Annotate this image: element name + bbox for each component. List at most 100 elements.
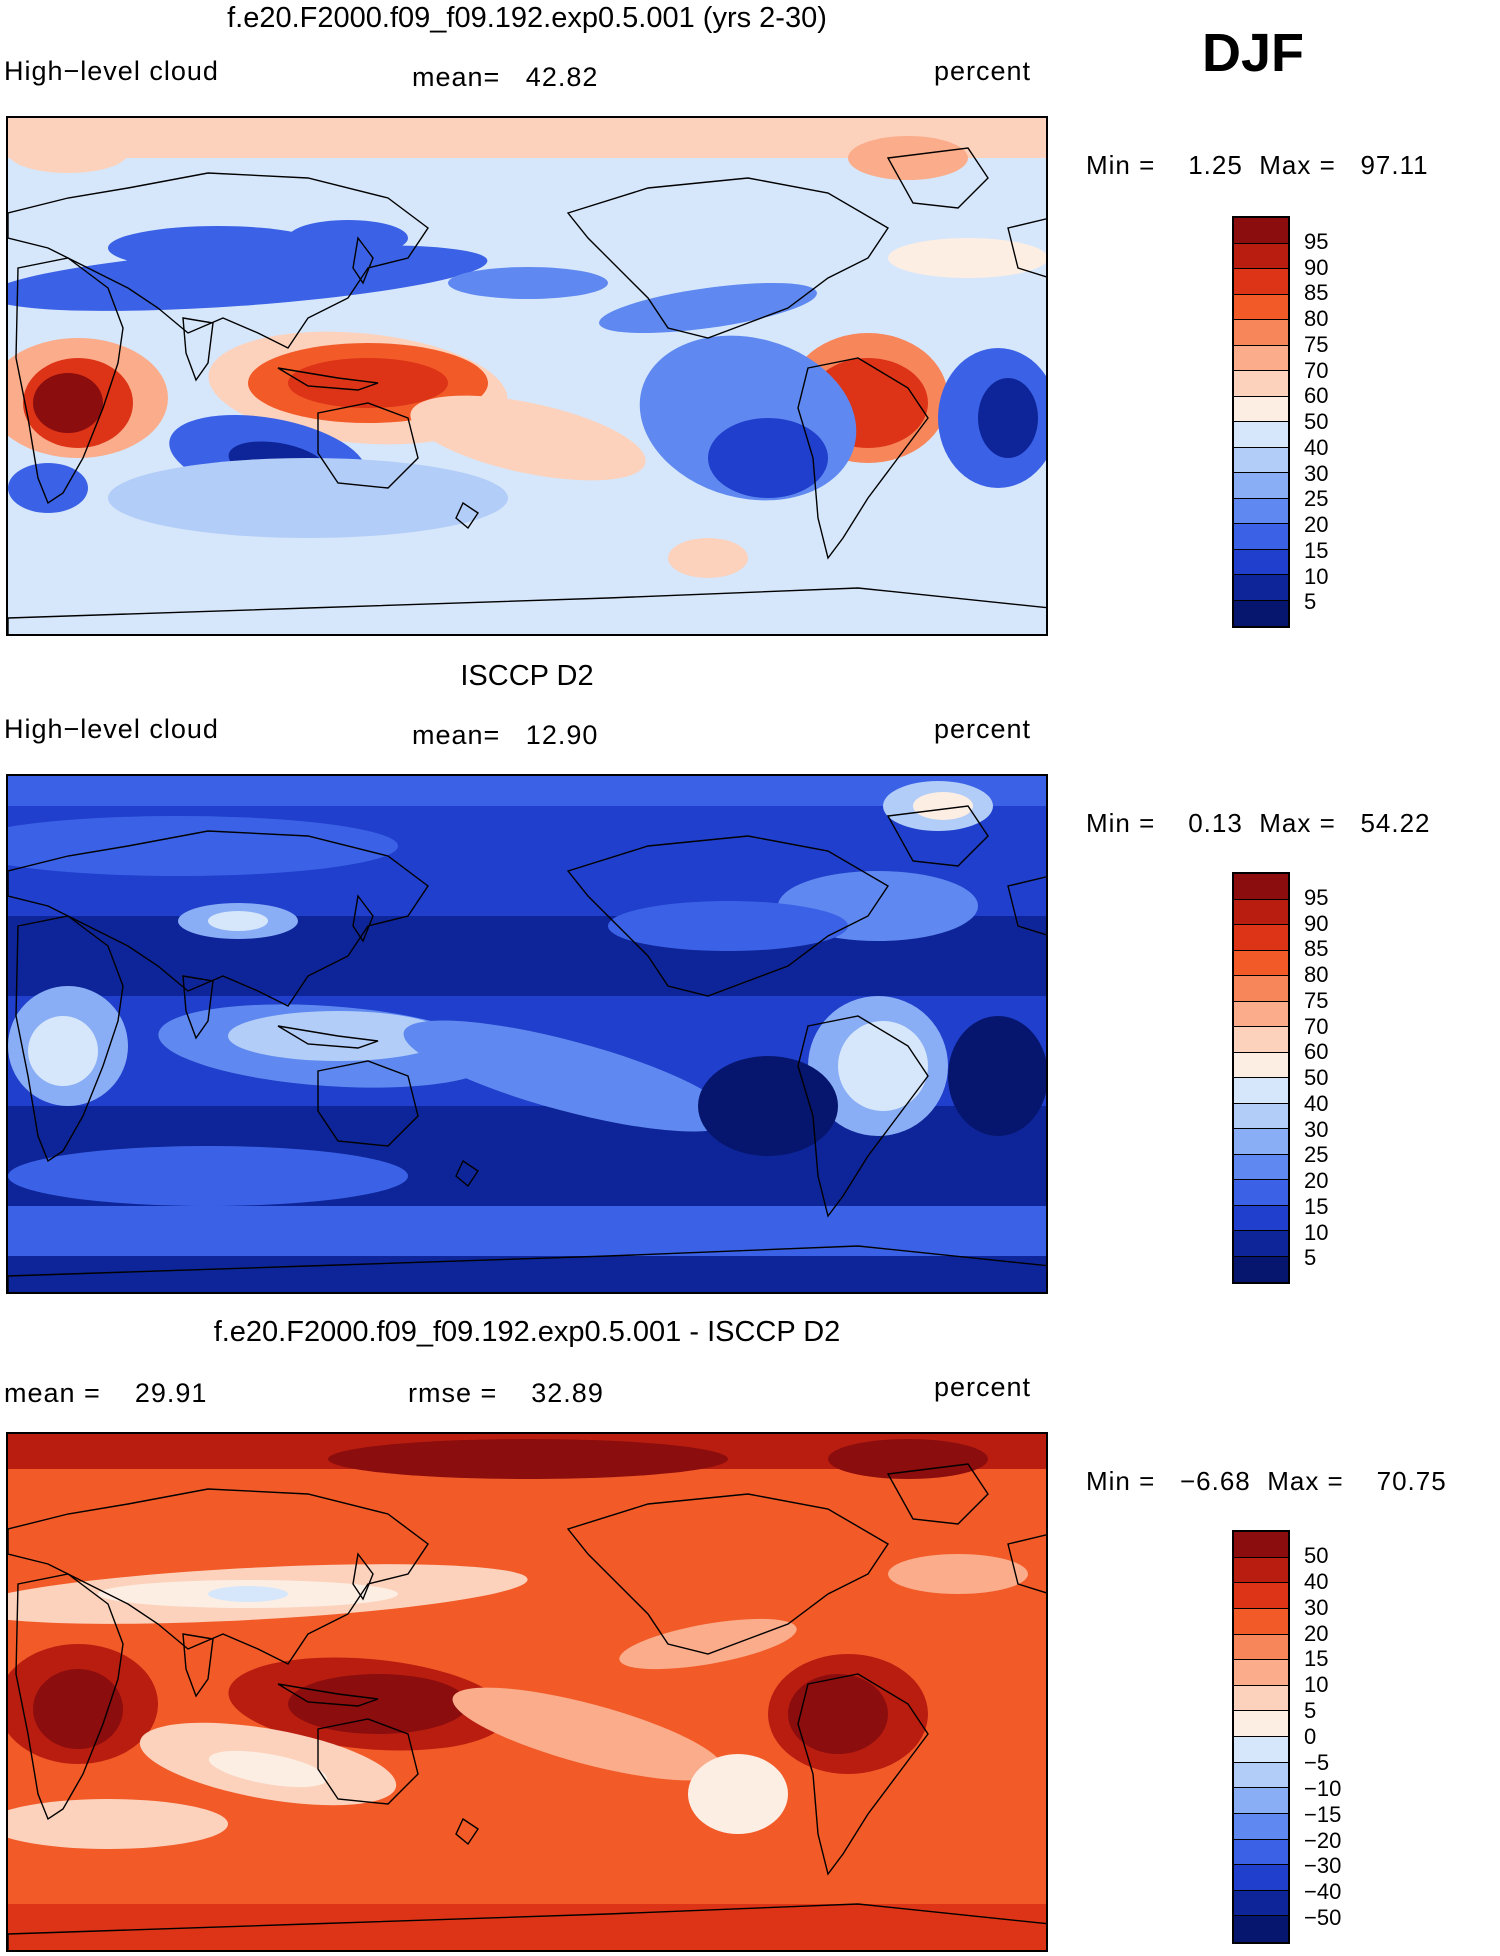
colorbar-segment xyxy=(1234,899,1288,925)
colorbar-tick-label: −40 xyxy=(1304,1879,1342,1905)
colorbar-segment xyxy=(1234,1865,1288,1891)
panel-1-mean-label: mean= 42.82 xyxy=(412,62,599,92)
colorbar-segment xyxy=(1234,396,1288,422)
colorbar-segment xyxy=(1234,1608,1288,1635)
colorbar-tick-label: 0 xyxy=(1304,1724,1317,1749)
colorbar-tick-label: 25 xyxy=(1304,1142,1329,1168)
colorbar-segment xyxy=(1234,1154,1288,1180)
colorbar-segment xyxy=(1234,1660,1288,1686)
colorbar-segment xyxy=(1234,1052,1288,1078)
panel-3-coastlines xyxy=(8,1463,1046,1950)
colorbar-segment xyxy=(1234,1205,1288,1231)
colorbar-tick-label: 80 xyxy=(1304,962,1329,987)
colorbar-tick-label: 15 xyxy=(1304,1646,1329,1672)
colorbar-segment xyxy=(1234,371,1288,397)
colorbar-tick-label: 10 xyxy=(1304,563,1329,589)
colorbar-segment xyxy=(1234,218,1288,244)
colorbar-segment xyxy=(1234,1583,1288,1609)
panel-2-title: ISCCP D2 xyxy=(460,660,594,692)
colorbar-tick-label: 90 xyxy=(1304,910,1329,936)
panel-3-field xyxy=(8,1434,1046,1950)
panel-1-title: f.e20.F2000.f09_f09.192.exp0.5.001 (yrs … xyxy=(227,2,827,34)
season-label: DJF xyxy=(1202,23,1305,83)
colorbar-tick-label: 60 xyxy=(1304,383,1329,409)
panel-2-map xyxy=(6,774,1048,1294)
colorbar-segment xyxy=(1234,874,1288,900)
colorbar-segment xyxy=(1234,1711,1288,1737)
panel-3-mean-label: mean = 29.91 xyxy=(4,1378,208,1408)
colorbar-tick-label: 15 xyxy=(1304,537,1329,563)
colorbar-segment xyxy=(1234,498,1288,524)
colorbar-segment xyxy=(1234,1788,1288,1814)
colorbar-segment xyxy=(1234,1001,1288,1027)
colorbar-tick-label: 95 xyxy=(1304,228,1329,254)
colorbar-segment xyxy=(1234,473,1288,499)
panel-2-mean-label: mean= 12.90 xyxy=(412,720,599,750)
colorbar-tick-label: 40 xyxy=(1304,1568,1329,1594)
colorbar-segment xyxy=(1234,447,1288,473)
panel-2-variable-label: High−level cloud xyxy=(4,714,219,744)
panel-1-minmax: Min = 1.25 Max = 97.11 xyxy=(1086,150,1429,180)
colorbar-segment xyxy=(1234,1231,1288,1257)
panel-2-units-label: percent xyxy=(934,714,1032,744)
colorbar-tick-label: 50 xyxy=(1304,1542,1329,1568)
colorbar-tick-label: 90 xyxy=(1304,254,1329,280)
colorbar-segment xyxy=(1234,1890,1288,1917)
colorbar-segment xyxy=(1234,600,1288,626)
colorbar-segment xyxy=(1234,1916,1288,1942)
panel-2-field xyxy=(8,776,1046,1292)
panel-3-map xyxy=(6,1432,1048,1952)
colorbar-tick-label: 30 xyxy=(1304,1116,1329,1142)
colorbar-segment xyxy=(1234,1634,1288,1661)
colorbar-tick-label: 40 xyxy=(1304,1090,1329,1116)
panel-2-coastlines xyxy=(8,805,1046,1292)
colorbar-segment xyxy=(1234,1180,1288,1206)
colorbar-segment xyxy=(1234,422,1288,448)
colorbar-tick-label: 85 xyxy=(1304,936,1329,962)
panel-1-units-label: percent xyxy=(934,56,1032,86)
colorbar-tick-label: 50 xyxy=(1304,409,1329,434)
colorbar-tick-label: 10 xyxy=(1304,1672,1329,1698)
colorbar-tick-label: 30 xyxy=(1304,460,1329,486)
colorbar-segment xyxy=(1234,549,1288,575)
colorbar-segment xyxy=(1234,243,1288,269)
colorbar-tick-label: 25 xyxy=(1304,486,1329,512)
panel-3-minmax: Min = −6.68 Max = 70.75 xyxy=(1086,1466,1447,1496)
panel-3-units-label: percent xyxy=(934,1372,1032,1402)
colorbar-tick-label: 75 xyxy=(1304,331,1329,357)
colorbar-tick-label: 40 xyxy=(1304,434,1329,460)
colorbar-tick-label: −5 xyxy=(1304,1749,1330,1775)
colorbar-tick-label: 70 xyxy=(1304,1013,1329,1039)
colorbar-segment xyxy=(1234,294,1288,320)
colorbar-tick-label: −10 xyxy=(1304,1775,1342,1801)
colorbar-tick-label: 20 xyxy=(1304,1168,1329,1193)
colorbar-tick-label: 50 xyxy=(1304,1065,1329,1090)
panel-3-rmse-label: rmse = 32.89 xyxy=(408,1378,604,1408)
colorbar-segment xyxy=(1234,269,1288,295)
colorbar-segment xyxy=(1234,976,1288,1002)
colorbar-tick-label: 5 xyxy=(1304,1245,1317,1271)
colorbar-segment xyxy=(1234,1839,1288,1866)
colorbar-tick-label: 20 xyxy=(1304,512,1329,537)
colorbar-tick-label: 80 xyxy=(1304,306,1329,331)
colorbar-segment xyxy=(1234,1103,1288,1129)
colorbar-segment xyxy=(1234,1813,1288,1840)
colorbar-segment xyxy=(1234,575,1288,601)
panel-1-variable-label: High−level cloud xyxy=(4,56,219,86)
panel-1-map xyxy=(6,116,1048,636)
colorbar-tick-label: 70 xyxy=(1304,357,1329,383)
colorbar-segment xyxy=(1234,1078,1288,1104)
colorbar-tick-label: 15 xyxy=(1304,1193,1329,1219)
colorbar-segment xyxy=(1234,1027,1288,1053)
colorbar-segment xyxy=(1234,1256,1288,1282)
colorbar-tick-label: 85 xyxy=(1304,280,1329,306)
colorbar-segment xyxy=(1234,1532,1288,1558)
colorbar-tick-label: 5 xyxy=(1304,589,1317,615)
panel-3-colorbar xyxy=(1232,1530,1290,1944)
colorbar-tick-label: 75 xyxy=(1304,987,1329,1013)
panel-1-coastlines xyxy=(8,147,1046,634)
colorbar-segment xyxy=(1234,320,1288,346)
colorbar-segment xyxy=(1234,345,1288,371)
colorbar-tick-label: −50 xyxy=(1304,1905,1342,1931)
colorbar-segment xyxy=(1234,1685,1288,1712)
